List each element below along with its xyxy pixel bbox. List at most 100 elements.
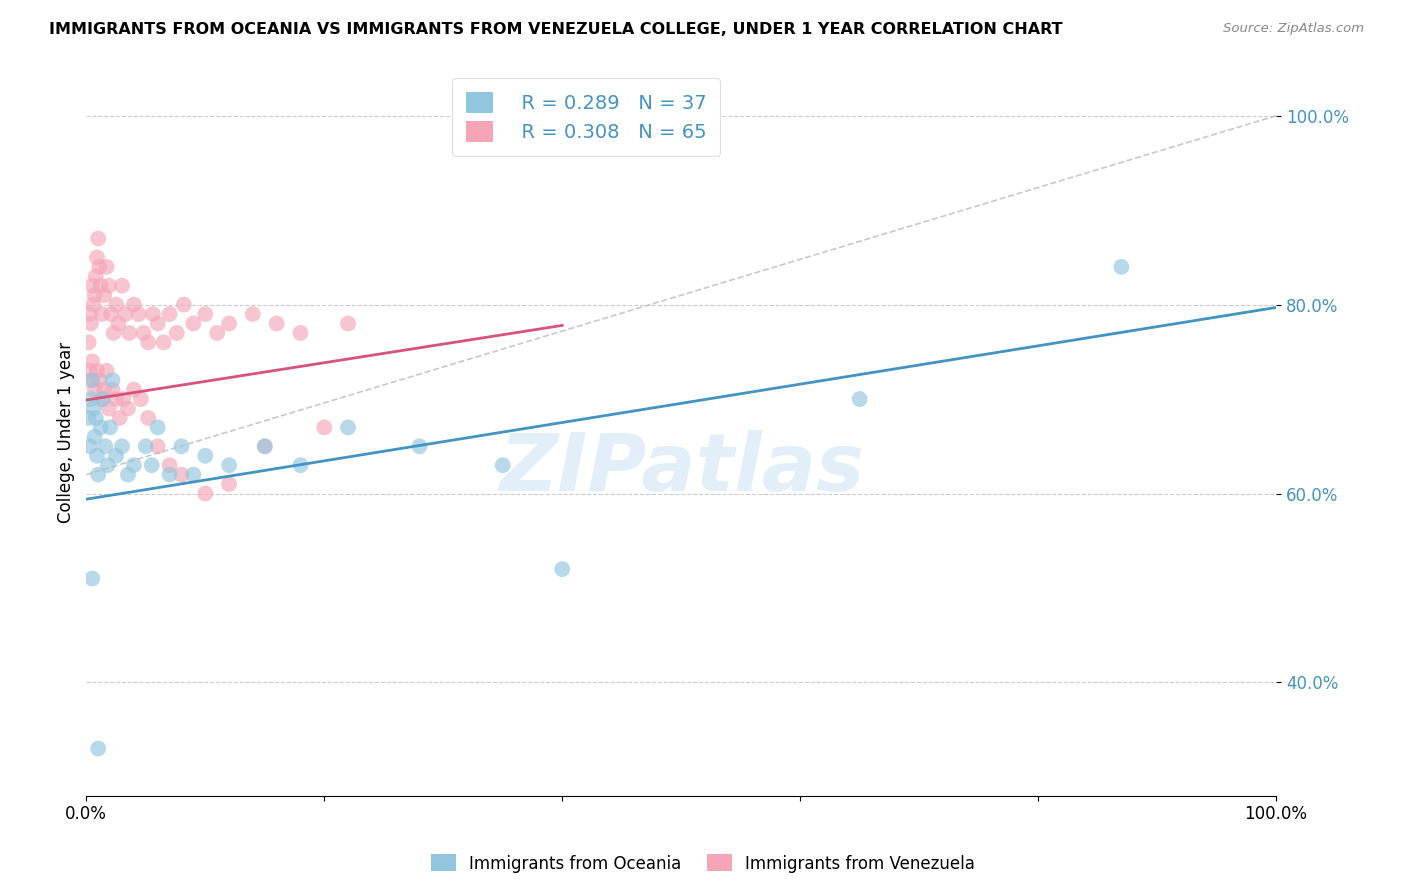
Point — [408, 439, 430, 453]
Point — [159, 307, 181, 321]
Y-axis label: College, Under 1 year: College, Under 1 year — [58, 342, 75, 523]
Point — [170, 439, 193, 453]
Point — [100, 307, 122, 321]
Point — [79, 364, 101, 378]
Point — [128, 307, 150, 321]
Point — [82, 572, 104, 586]
Point — [492, 458, 515, 473]
Point — [253, 439, 276, 453]
Point — [80, 392, 103, 406]
Point — [146, 439, 169, 453]
Point — [82, 298, 104, 312]
Point — [80, 373, 103, 387]
Point — [136, 411, 159, 425]
Point — [117, 401, 139, 416]
Point — [117, 467, 139, 482]
Point — [77, 411, 100, 425]
Point — [152, 335, 174, 350]
Point — [83, 383, 105, 397]
Point — [97, 278, 120, 293]
Point — [101, 383, 124, 397]
Text: IMMIGRANTS FROM OCEANIA VS IMMIGRANTS FROM VENEZUELA COLLEGE, UNDER 1 YEAR CORRE: IMMIGRANTS FROM OCEANIA VS IMMIGRANTS FR… — [49, 22, 1063, 37]
Point — [166, 326, 188, 340]
Point — [90, 307, 112, 321]
Point — [105, 298, 128, 312]
Point — [183, 317, 205, 331]
Point — [97, 401, 120, 416]
Legend: Immigrants from Oceania, Immigrants from Venezuela: Immigrants from Oceania, Immigrants from… — [425, 847, 981, 880]
Point — [82, 373, 104, 387]
Point — [98, 420, 121, 434]
Point — [290, 326, 312, 340]
Point — [194, 307, 217, 321]
Point — [218, 458, 240, 473]
Point — [1111, 260, 1133, 274]
Point — [96, 364, 118, 378]
Point — [90, 392, 112, 406]
Point — [83, 288, 105, 302]
Point — [129, 392, 152, 406]
Point — [136, 335, 159, 350]
Point — [105, 392, 128, 406]
Point — [84, 269, 107, 284]
Point — [290, 458, 312, 473]
Point — [89, 260, 111, 274]
Point — [194, 449, 217, 463]
Point — [93, 288, 115, 302]
Text: Source: ZipAtlas.com: Source: ZipAtlas.com — [1223, 22, 1364, 36]
Point — [86, 251, 108, 265]
Point — [194, 486, 217, 500]
Point — [86, 364, 108, 378]
Point — [82, 278, 104, 293]
Point — [159, 467, 181, 482]
Point — [146, 317, 169, 331]
Point — [86, 449, 108, 463]
Point — [82, 354, 104, 368]
Point — [122, 298, 145, 312]
Point — [80, 317, 103, 331]
Point — [132, 326, 155, 340]
Point — [83, 430, 105, 444]
Point — [142, 307, 165, 321]
Point — [111, 278, 134, 293]
Point — [146, 420, 169, 434]
Point — [183, 467, 205, 482]
Point — [79, 439, 101, 453]
Point — [107, 317, 129, 331]
Point — [84, 411, 107, 425]
Legend:   R = 0.289   N = 37,   R = 0.308   N = 65: R = 0.289 N = 37, R = 0.308 N = 65 — [453, 78, 720, 155]
Point — [173, 298, 195, 312]
Point — [218, 477, 240, 491]
Point — [94, 439, 117, 453]
Point — [91, 392, 114, 406]
Point — [93, 383, 115, 397]
Point — [82, 401, 104, 416]
Point — [97, 458, 120, 473]
Point — [253, 439, 276, 453]
Point — [135, 439, 157, 453]
Point — [103, 326, 125, 340]
Point — [159, 458, 181, 473]
Point — [266, 317, 288, 331]
Point — [218, 317, 240, 331]
Point — [112, 392, 135, 406]
Point — [122, 383, 145, 397]
Point — [111, 439, 134, 453]
Point — [79, 307, 101, 321]
Point — [101, 373, 124, 387]
Point — [314, 420, 336, 434]
Point — [87, 231, 110, 245]
Point — [848, 392, 870, 406]
Point — [105, 449, 128, 463]
Point — [205, 326, 228, 340]
Point — [337, 420, 360, 434]
Point — [77, 335, 100, 350]
Point — [551, 562, 574, 576]
Point — [114, 307, 136, 321]
Point — [89, 373, 111, 387]
Point — [337, 317, 360, 331]
Point — [122, 458, 145, 473]
Point — [170, 467, 193, 482]
Point — [96, 260, 118, 274]
Point — [87, 741, 110, 756]
